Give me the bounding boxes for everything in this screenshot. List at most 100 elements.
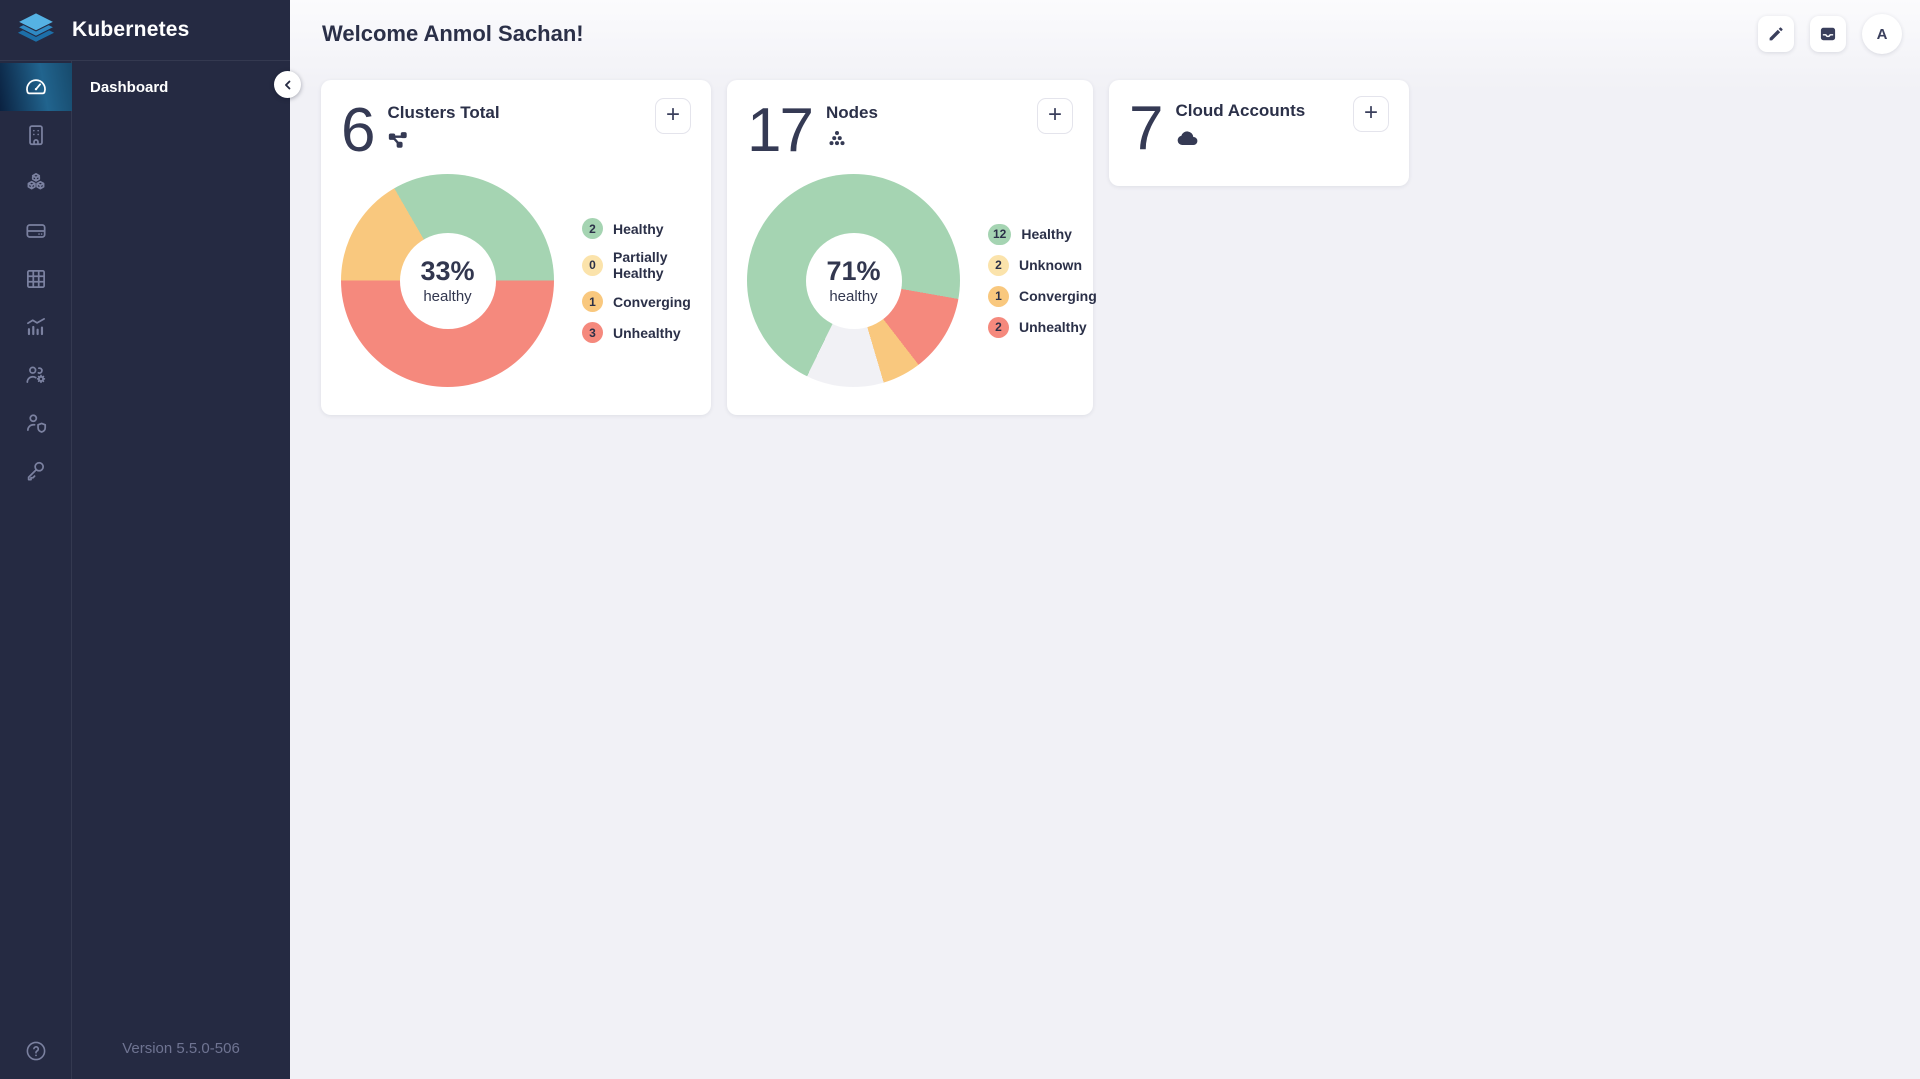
gauge-icon [23, 74, 49, 100]
legend-label: Partially Healthy [613, 249, 668, 281]
legend-item-unhealthy: 2 Unhealthy [988, 316, 1097, 338]
card-title: Nodes [825, 103, 878, 122]
sidebar-rail-item-gauge[interactable] [0, 63, 72, 111]
legend-count-badge: 2 [988, 254, 1009, 276]
main-content: Welcome Anmol Sachan! A 6 Clusters Total +… [290, 0, 1920, 1079]
legend-item-converging: 1 Converging [988, 285, 1097, 307]
card-title: Clusters Total [387, 103, 500, 122]
add-clusters-total-button[interactable]: + [655, 98, 691, 134]
plus-icon: + [1047, 100, 1062, 128]
server-icon [23, 218, 49, 244]
card-title-group: Nodes [826, 103, 878, 150]
inbox-button[interactable] [1810, 16, 1846, 52]
pencil-icon [1767, 25, 1785, 43]
version-label: Version 5.5.0-506 [122, 1040, 240, 1057]
sidebar-body: Dashboard Version 5.5.0-506 [0, 61, 290, 1079]
add-nodes-button[interactable]: + [1037, 98, 1073, 134]
plus-icon: + [665, 100, 680, 128]
card-title-group: Cloud Accounts [1175, 101, 1305, 148]
brand-title: Kubernetes [72, 18, 190, 41]
nodes-donut-chart: 71% healthy [747, 174, 960, 387]
sidebar-item-dashboard[interactable]: Dashboard [72, 63, 290, 111]
cloud-icon [1175, 126, 1305, 150]
card-count: 6 [341, 96, 376, 165]
card-cloud-accounts: 7 Cloud Accounts + [1109, 80, 1409, 186]
edit-button[interactable] [1758, 16, 1794, 52]
card-chart-area: 71% healthy 12 Healthy 2 Unknown 1 Converging 2 U… [747, 174, 1097, 387]
legend-item-partially-healthy: 0 Partially Healthy [582, 249, 691, 281]
donut-center: 33% healthy [399, 232, 496, 329]
help-icon [24, 1039, 48, 1063]
card-header: 7 Cloud Accounts + [1129, 96, 1389, 160]
sidebar-rail-item-key[interactable] [0, 447, 72, 495]
key-icon [23, 458, 49, 484]
card-header: 17 Nodes + [747, 98, 1073, 162]
legend-item-unknown: 2 Unknown [988, 254, 1097, 276]
nodes-icon [826, 128, 878, 150]
sidebar-rail-item-grid[interactable] [0, 255, 72, 303]
card-nodes: 17 Nodes +71% healthy 12 Healthy 2 Unknown 1 Conv… [727, 80, 1097, 415]
grid-icon [23, 266, 49, 292]
legend-label: Unknown [1019, 257, 1082, 273]
card-count: 7 [1129, 94, 1164, 163]
legend-count-badge: 2 [582, 218, 603, 239]
legend-item-healthy: 2 Healthy [582, 218, 691, 239]
inbox-icon [1818, 24, 1838, 44]
legend-item-unhealthy: 3 Unhealthy [582, 322, 691, 343]
add-cloud-accounts-button[interactable]: + [1353, 96, 1389, 132]
legend-count-badge: 1 [582, 291, 603, 312]
donut-center-label: healthy [829, 288, 878, 305]
nodes-icon [826, 128, 878, 150]
bar-chart-icon [23, 314, 49, 340]
sidebar-panel: Dashboard Version 5.5.0-506 [72, 61, 290, 1079]
legend-count-badge: 3 [582, 322, 603, 343]
users-gear-icon [23, 362, 49, 388]
chart-legend: 2 Healthy 0 Partially Healthy 1 Converging 3 Un… [582, 218, 691, 343]
legend-count-badge: 12 [988, 223, 1012, 245]
donut-center: 71% healthy [805, 232, 902, 329]
card-title: Cloud Accounts [1175, 101, 1306, 120]
sidebar-icon-rail [0, 61, 72, 1079]
help-button[interactable] [0, 1039, 72, 1063]
clusters-total-donut-chart: 33% healthy [341, 174, 554, 387]
cubes-icon [23, 170, 49, 196]
card-chart-area: 33% healthy 2 Healthy 0 Partially Healthy 1 Con… [341, 174, 691, 387]
user-avatar[interactable]: A [1862, 14, 1902, 54]
page-title: Welcome Anmol Sachan! [322, 21, 584, 46]
cloud-icon [1175, 126, 1305, 148]
legend-count-badge: 1 [988, 285, 1009, 307]
legend-label: Converging [1019, 288, 1097, 304]
legend-label: Converging [613, 293, 691, 310]
chart-legend: 12 Healthy 2 Unknown 1 Converging 2 Unhealthy [988, 223, 1097, 338]
sidebar-item-dashboard-label: Dashboard [90, 78, 169, 96]
card-clusters-total: 6 Clusters Total +33% healthy 2 Healthy 0 Parti… [321, 80, 711, 415]
card-title-group: Clusters Total [387, 103, 500, 150]
user-shield-icon [23, 410, 49, 436]
card-header: 6 Clusters Total + [341, 98, 691, 162]
sidebar: Kubernetes Dashboard Version 5.5.0-506 [0, 0, 301, 1079]
sidebar-rail-item-building[interactable] [0, 111, 72, 159]
legend-label: Unhealthy [1019, 319, 1087, 335]
legend-item-healthy: 12 Healthy [988, 223, 1097, 245]
legend-label: Healthy [613, 220, 664, 237]
network-icon [387, 128, 499, 150]
sidebar-rail-item-server[interactable] [0, 207, 72, 255]
sidebar-rail-item-cubes[interactable] [0, 159, 72, 207]
legend-label: Healthy [1021, 226, 1072, 242]
sidebar-collapse-button[interactable] [274, 71, 301, 98]
building-icon [23, 122, 49, 148]
sidebar-header: Kubernetes [0, 0, 290, 61]
topbar: Welcome Anmol Sachan! A [321, 0, 1920, 54]
sidebar-rail-item-users-gear[interactable] [0, 351, 72, 399]
chevron-left-icon [281, 78, 295, 92]
kubernetes-logo-icon [13, 10, 59, 50]
sidebar-rail-item-user-shield[interactable] [0, 399, 72, 447]
card-count: 17 [747, 96, 814, 165]
legend-count-badge: 2 [988, 316, 1009, 338]
sidebar-rail-item-bar-chart[interactable] [0, 303, 72, 351]
legend-label: Unhealthy [613, 324, 681, 341]
legend-item-converging: 1 Converging [582, 291, 691, 312]
donut-center-value: 33% [420, 256, 475, 286]
network-icon [387, 128, 499, 150]
